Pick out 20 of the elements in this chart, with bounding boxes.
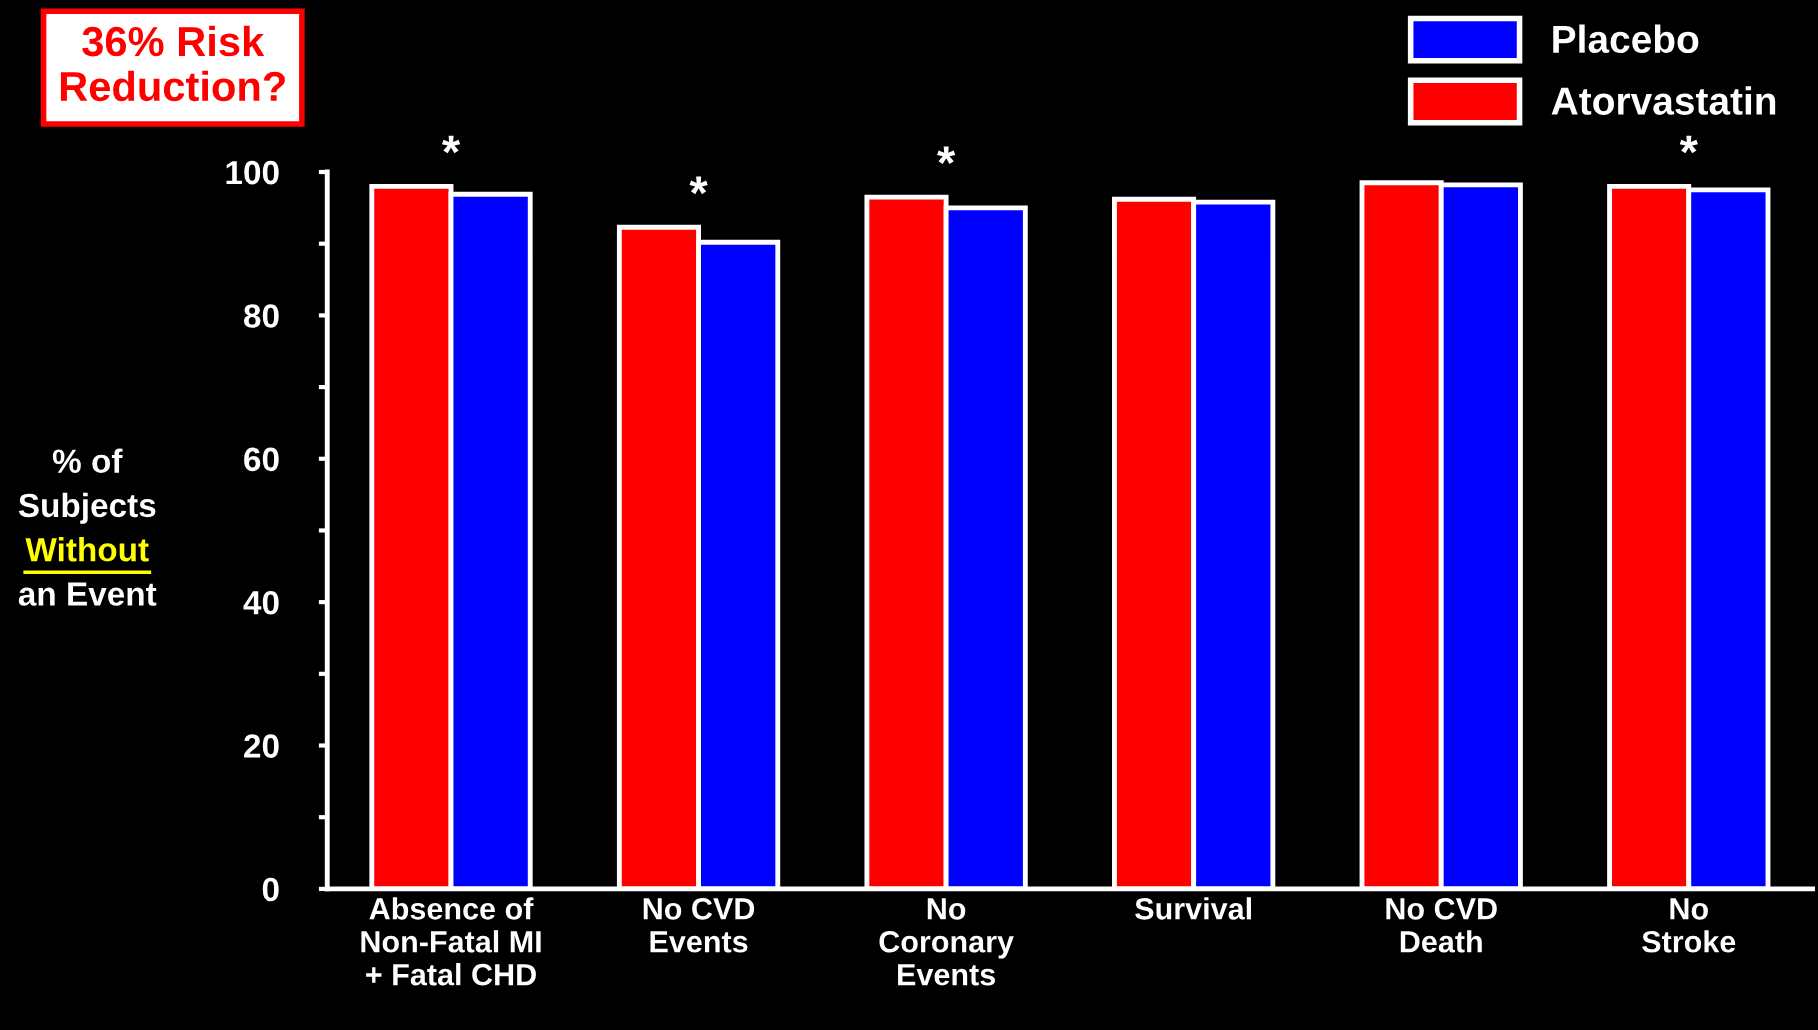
y-tick-label: 100 <box>226 160 279 185</box>
x-tick-label: No CVD Death <box>1386 898 1497 953</box>
annotation: * <box>689 176 708 195</box>
annotation: * <box>937 146 956 165</box>
x-tick-label: Survival <box>1135 897 1251 920</box>
y-tick-label: 0 <box>262 877 279 902</box>
y-tick-label: 20 <box>244 734 279 758</box>
y-tick-label: 40 <box>243 590 279 615</box>
x-tick-label: No Stroke <box>1642 898 1736 953</box>
annotation: * <box>1679 135 1698 154</box>
y-tick-label: 80 <box>244 304 279 328</box>
annotation: * <box>441 135 461 154</box>
y-tick-label: 60 <box>244 447 279 472</box>
legend-label: Placebo <box>1553 24 1699 54</box>
y-axis-title: % of Subjects Without an Event <box>18 448 157 606</box>
x-tick-label: Absence of Non-Fatal MI + Fatal CHD <box>361 897 541 986</box>
x-tick-label: No CVD Events <box>643 898 755 953</box>
legend-label: Atorvastatin <box>1551 86 1776 115</box>
x-tick-label: No Coronary Events <box>879 898 1014 986</box>
text: 36% Risk Reduction? <box>60 25 285 102</box>
